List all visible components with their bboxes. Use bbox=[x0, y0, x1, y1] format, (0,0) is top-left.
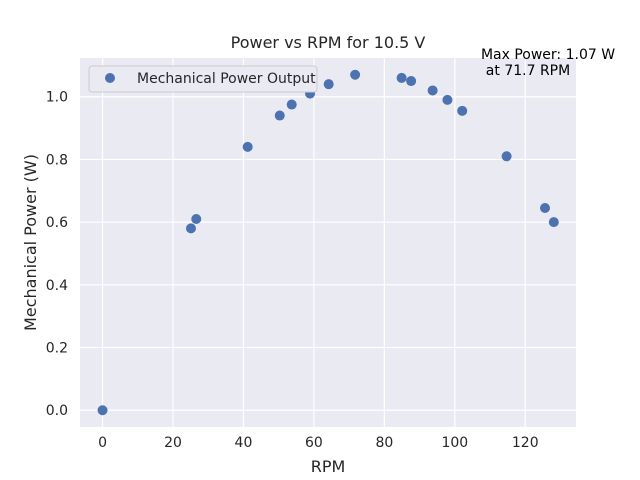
max-power-rpm-annotation: at 71.7 RPM bbox=[486, 63, 570, 79]
y-tick-label: 0.4 bbox=[46, 278, 68, 294]
y-tick-label: 0.8 bbox=[46, 152, 68, 168]
data-point bbox=[323, 79, 334, 90]
data-point bbox=[97, 405, 108, 416]
data-point bbox=[548, 217, 559, 228]
plot-area bbox=[80, 58, 576, 427]
data-point bbox=[442, 94, 453, 105]
max-power-annotation: Max Power: 1.07 W bbox=[481, 47, 615, 63]
y-tick-label: 0.0 bbox=[46, 403, 68, 419]
data-point bbox=[427, 85, 438, 96]
legend-label: Mechanical Power Output bbox=[137, 71, 316, 87]
data-points bbox=[97, 69, 559, 416]
x-axis-label: RPM bbox=[311, 457, 346, 476]
data-point bbox=[396, 72, 407, 83]
chart-title: Power vs RPM for 10.5 V bbox=[231, 33, 426, 52]
y-tick-label: 0.6 bbox=[46, 215, 68, 231]
data-point bbox=[406, 76, 417, 87]
data-point bbox=[242, 141, 253, 152]
x-tick-label: 0 bbox=[98, 435, 107, 451]
legend-marker bbox=[105, 73, 115, 83]
data-point bbox=[457, 105, 468, 116]
legend-box bbox=[88, 65, 318, 93]
y-tick-label: 1.0 bbox=[46, 90, 68, 106]
data-point bbox=[501, 151, 512, 162]
x-tick-label: 60 bbox=[305, 435, 323, 451]
x-tick-labels: 0 20 40 60 80 100 120 bbox=[98, 435, 539, 451]
data-point bbox=[540, 203, 550, 214]
x-tick-label: 40 bbox=[235, 435, 253, 451]
x-tick-label: 100 bbox=[441, 435, 468, 451]
data-point bbox=[350, 69, 361, 80]
y-tick-label: 0.2 bbox=[46, 341, 68, 357]
legend: Mechanical Power Output bbox=[88, 65, 318, 93]
data-point bbox=[274, 110, 285, 121]
x-tick-label: 120 bbox=[512, 435, 539, 451]
x-tick-label: 20 bbox=[164, 435, 182, 451]
x-tick-label: 80 bbox=[375, 435, 393, 451]
data-point bbox=[286, 99, 297, 110]
grid-lines bbox=[80, 58, 576, 427]
data-point bbox=[191, 213, 202, 224]
y-tick-labels: 0.0 0.2 0.4 0.6 0.8 1.0 bbox=[46, 90, 68, 420]
data-point bbox=[185, 223, 196, 234]
y-axis-label: Mechanical Power (W) bbox=[21, 154, 40, 331]
